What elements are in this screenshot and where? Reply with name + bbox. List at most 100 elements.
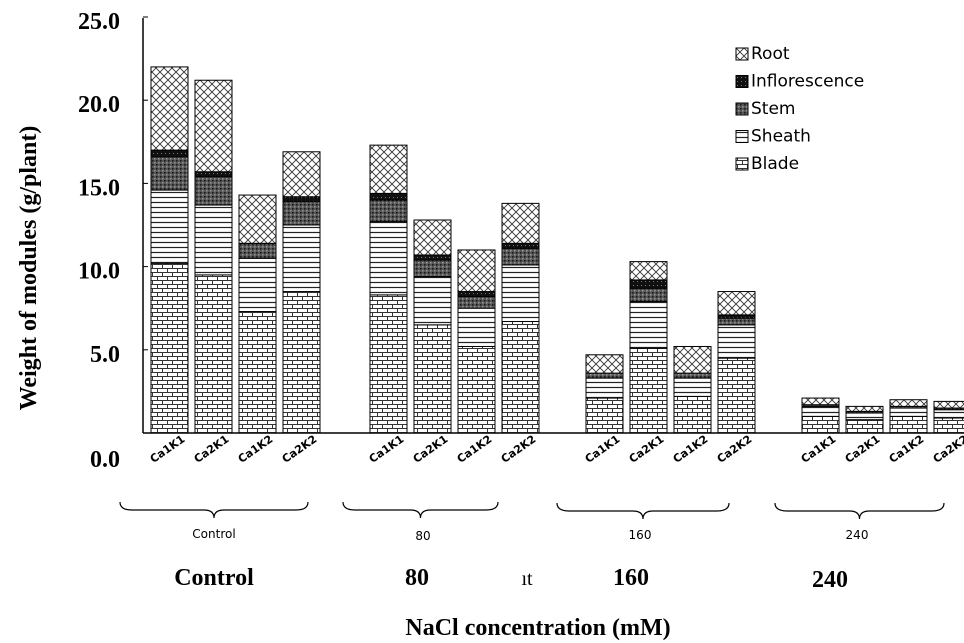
- legend: Root Inflorescence Stem Sheath Blade: [735, 44, 864, 174]
- bar-segment-stem: [673, 372, 712, 379]
- bar-segment-root: [801, 397, 840, 406]
- bar-segment-stem: [585, 372, 624, 379]
- bar-segment-stem: [457, 296, 496, 309]
- bar-segment-root: [673, 345, 712, 374]
- legend-swatch-root: [735, 47, 749, 61]
- bar-segment-root: [501, 202, 540, 244]
- bar-segment-sheath: [501, 264, 540, 323]
- bar-segment-root: [717, 291, 756, 316]
- category-label: Ca1K2: [455, 433, 495, 466]
- bar-segment-stem: [282, 201, 321, 226]
- category-label: Ca1K1: [367, 433, 407, 466]
- bar-segment-blade: [629, 347, 668, 434]
- bar-segment-sheath: [282, 224, 321, 293]
- legend-swatch-blade: [735, 157, 749, 171]
- group-label-80: 80: [405, 565, 429, 591]
- y-ticks: 0.0 5.0 10.0 15.0 20.0 25.0: [78, 9, 148, 473]
- group-braces: [119, 501, 945, 520]
- x-axis-title: NaCl concentration (mM): [405, 615, 670, 641]
- bar-segment-stem: [369, 199, 408, 223]
- category-label: Ca1K2: [887, 433, 927, 466]
- category-label: Ca2K1: [843, 433, 883, 466]
- legend-swatch-stem: [735, 102, 749, 116]
- bar-segment-stem: [629, 287, 668, 303]
- y-tick-label: 20.0: [78, 92, 120, 118]
- bar-segment-sheath: [457, 307, 496, 347]
- legend-swatch-inflorescence: [735, 75, 749, 88]
- bar-segment-sheath: [150, 189, 189, 264]
- group-sublabel-160: 160: [629, 528, 652, 542]
- bar-segment-sheath: [889, 407, 928, 417]
- bar-segment-blade: [933, 417, 964, 434]
- bar-segment-inflorescence: [150, 149, 189, 158]
- bar-segment-root: [889, 399, 928, 407]
- legend-label-blade: Blade: [751, 154, 799, 174]
- bar-segment-root: [194, 79, 233, 173]
- category-label: Ca2K1: [411, 433, 451, 466]
- bar-segment-stem: [150, 156, 189, 191]
- category-label: Ca2K2: [280, 433, 320, 466]
- y-tick-label: 25.0: [78, 9, 120, 35]
- group-label-control: Control: [174, 565, 254, 591]
- bar-segment-inflorescence: [501, 242, 540, 249]
- y-tick-label: 15.0: [78, 175, 120, 201]
- bar-segment-blade: [369, 294, 408, 434]
- legend-label-stem: Stem: [751, 99, 795, 119]
- bar-segment-blade: [501, 321, 540, 434]
- y-tick-label: 5.0: [90, 342, 120, 368]
- category-label: Ca1K2: [671, 433, 711, 466]
- category-label: Ca2K1: [192, 433, 232, 466]
- group-sublabel-control: Control: [192, 527, 235, 541]
- legend-label-inflorescence: Inflorescence: [751, 72, 864, 92]
- group-brace: [556, 502, 730, 520]
- stray-text: ıt: [521, 568, 533, 590]
- bar-segment-root: [238, 194, 277, 244]
- bar-segment-root: [933, 400, 964, 409]
- bar-segment-blade: [238, 311, 277, 434]
- bar-segment-blade: [457, 345, 496, 434]
- bar-segment-stem: [413, 259, 452, 278]
- bar-segment-root: [282, 151, 321, 198]
- bar-segment-stem: [194, 176, 233, 206]
- group-label-240: 240: [812, 567, 848, 593]
- bar-segment-sheath: [933, 409, 964, 419]
- bar-segment-inflorescence: [194, 171, 233, 178]
- y-axis-title: Weight of modules (g/plant): [16, 126, 42, 411]
- group-brace: [342, 501, 499, 519]
- bar-segment-blade: [150, 262, 189, 434]
- y-tick-label: 0.0: [90, 447, 120, 473]
- bar-segment-inflorescence: [369, 192, 408, 201]
- bar-segment-root: [629, 261, 668, 281]
- bar-segment-sheath: [369, 221, 408, 296]
- category-label: Ca2K2: [931, 433, 964, 466]
- bar-segment-blade: [673, 395, 712, 434]
- category-label: Ca1K2: [236, 433, 276, 466]
- bar-segment-root: [585, 354, 624, 374]
- bar-segment-inflorescence: [282, 196, 321, 203]
- bar-segment-sheath: [845, 412, 884, 421]
- category-labels: Ca1K1 Ca2K1 Ca1K2 Ca2K2 Ca1K1 Ca2K1 Ca1K2 Ca2K2…: [148, 433, 964, 466]
- bar-segment-blade: [717, 357, 756, 434]
- bar-segment-sheath: [673, 377, 712, 397]
- bar-segment-sheath: [629, 301, 668, 349]
- category-label: Ca2K2: [715, 433, 755, 466]
- bar-segment-blade: [282, 291, 321, 434]
- group-brace: [119, 501, 309, 519]
- group-sublabel-240: 240: [846, 528, 869, 542]
- bar-segment-sheath: [717, 324, 756, 359]
- group-sublabel-80: 80: [415, 529, 430, 543]
- bar-segment-blade: [801, 415, 840, 434]
- bar-segment-root: [457, 249, 496, 293]
- bar-segment-stem: [238, 242, 277, 259]
- bar-segment-blade: [413, 324, 452, 434]
- legend-label-sheath: Sheath: [751, 127, 811, 147]
- group-brace: [774, 502, 945, 520]
- bar-segment-inflorescence: [457, 291, 496, 298]
- bar-segment-root: [413, 219, 452, 256]
- bar-segment-inflorescence: [413, 254, 452, 261]
- y-tick-label: 10.0: [78, 259, 120, 285]
- bar-segment-blade: [585, 397, 624, 434]
- category-label: Ca2K1: [627, 433, 667, 466]
- legend-label-root: Root: [751, 44, 790, 64]
